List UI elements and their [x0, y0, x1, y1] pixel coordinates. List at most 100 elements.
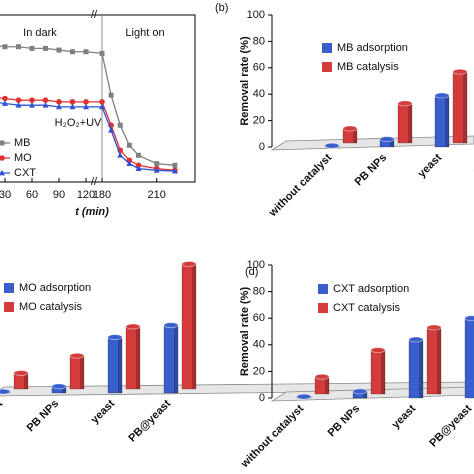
bar-top: [379, 136, 395, 142]
bar-shade: [80, 355, 84, 389]
bar-top: [352, 388, 368, 395]
y-axis-label: Removal rate (%): [239, 36, 251, 126]
bar-top: [51, 383, 67, 390]
point: [108, 92, 114, 98]
point: [42, 97, 49, 103]
annotation: Light on: [125, 27, 164, 39]
x-axis-label: t (min): [75, 206, 109, 218]
bar-shade: [192, 263, 196, 389]
legend-label: MO adsorption: [19, 282, 91, 294]
x-tick-label: 90: [53, 189, 65, 201]
point: [99, 50, 105, 56]
x-tick-label: PB@yeast: [126, 397, 173, 444]
point: [135, 165, 142, 172]
bar-shade: [363, 391, 367, 398]
x-tick-label: 60: [26, 189, 38, 201]
x-tick-label: PB@yeast: [427, 402, 474, 449]
bar-shade: [118, 337, 122, 393]
legend-label: CXT: [14, 167, 36, 179]
y-tick-label: 40: [253, 88, 265, 100]
legend-label: MO: [14, 152, 32, 164]
line: [0, 45, 176, 166]
legend-label: MO catalysis: [19, 301, 82, 313]
point: [15, 101, 22, 108]
point: [15, 97, 22, 103]
y-tick-label: 40: [253, 339, 265, 351]
point: [154, 161, 160, 167]
point: [29, 45, 35, 51]
bar-top: [464, 315, 474, 322]
bar-top: [452, 68, 468, 75]
bar-shade: [419, 339, 423, 398]
y-tick-label: 20: [253, 115, 265, 127]
bar-top: [434, 92, 450, 99]
y-tick-label: 0: [259, 392, 265, 404]
y-tick-label: 20: [253, 365, 265, 377]
x-tick-label: PB NPs: [25, 398, 62, 435]
legend-swatch: [318, 303, 328, 313]
legend-marker: [0, 140, 5, 146]
y-tick-label: 100: [247, 259, 265, 271]
point: [56, 103, 62, 110]
x-tick-label: 180: [93, 189, 111, 201]
legend-marker: [0, 155, 5, 161]
bar-top: [397, 100, 413, 107]
bar-top: [408, 336, 424, 343]
point: [2, 44, 8, 50]
y-tick-label: 100: [247, 9, 265, 21]
point: [2, 95, 8, 102]
point: [42, 101, 49, 108]
floor: [270, 135, 474, 151]
bar-top: [370, 347, 386, 354]
y-tick-label: 80: [253, 286, 265, 298]
legend-label: MB catalysis: [337, 61, 399, 73]
bar-top: [125, 323, 141, 330]
bar-shade: [381, 350, 385, 394]
point: [29, 101, 35, 108]
annotation: H₂O₂+UV: [55, 117, 102, 129]
axis-frame: [0, 14, 196, 183]
annotation: In dark: [23, 27, 57, 39]
line: [0, 102, 175, 172]
bar-top: [13, 370, 29, 376]
x-tick-label: PB NPs: [326, 403, 363, 440]
point: [83, 103, 89, 110]
bar-shade: [437, 327, 441, 394]
legend-marker: [0, 169, 5, 176]
axis-break: //: [91, 176, 98, 188]
point: [99, 99, 105, 105]
bar-top: [426, 324, 442, 331]
point: [16, 44, 21, 50]
bar: [464, 317, 474, 399]
x-tick-label: without catalyst: [266, 151, 334, 219]
point: [56, 99, 62, 105]
y-tick-label: 60: [253, 312, 265, 324]
bar-top: [314, 373, 330, 380]
bar-shade: [174, 325, 178, 393]
legend-label: CXT catalysis: [333, 302, 401, 314]
bar-shade: [390, 139, 394, 147]
bar-top: [163, 322, 179, 329]
legend-label: MB adsorption: [337, 42, 408, 54]
bar-top: [69, 352, 85, 359]
x-tick-label: without catalyst: [0, 397, 5, 465]
bar-shade: [353, 128, 357, 143]
x-tick-label: 30: [0, 189, 11, 201]
bar-top: [181, 261, 197, 267]
x-tick-label: yeast: [390, 402, 419, 431]
y-tick-label: 0: [259, 141, 265, 153]
legend-swatch: [322, 62, 332, 72]
point: [69, 103, 76, 110]
bar-shade: [445, 95, 449, 147]
point: [126, 142, 132, 148]
x-tick-label: 210: [148, 189, 166, 201]
line: [0, 97, 176, 171]
y-axis-label: Removal rate (%): [239, 287, 251, 377]
bar-top: [0, 388, 11, 395]
point: [56, 47, 62, 53]
point: [43, 45, 48, 51]
bar-shade: [24, 373, 28, 389]
point: [69, 99, 76, 105]
